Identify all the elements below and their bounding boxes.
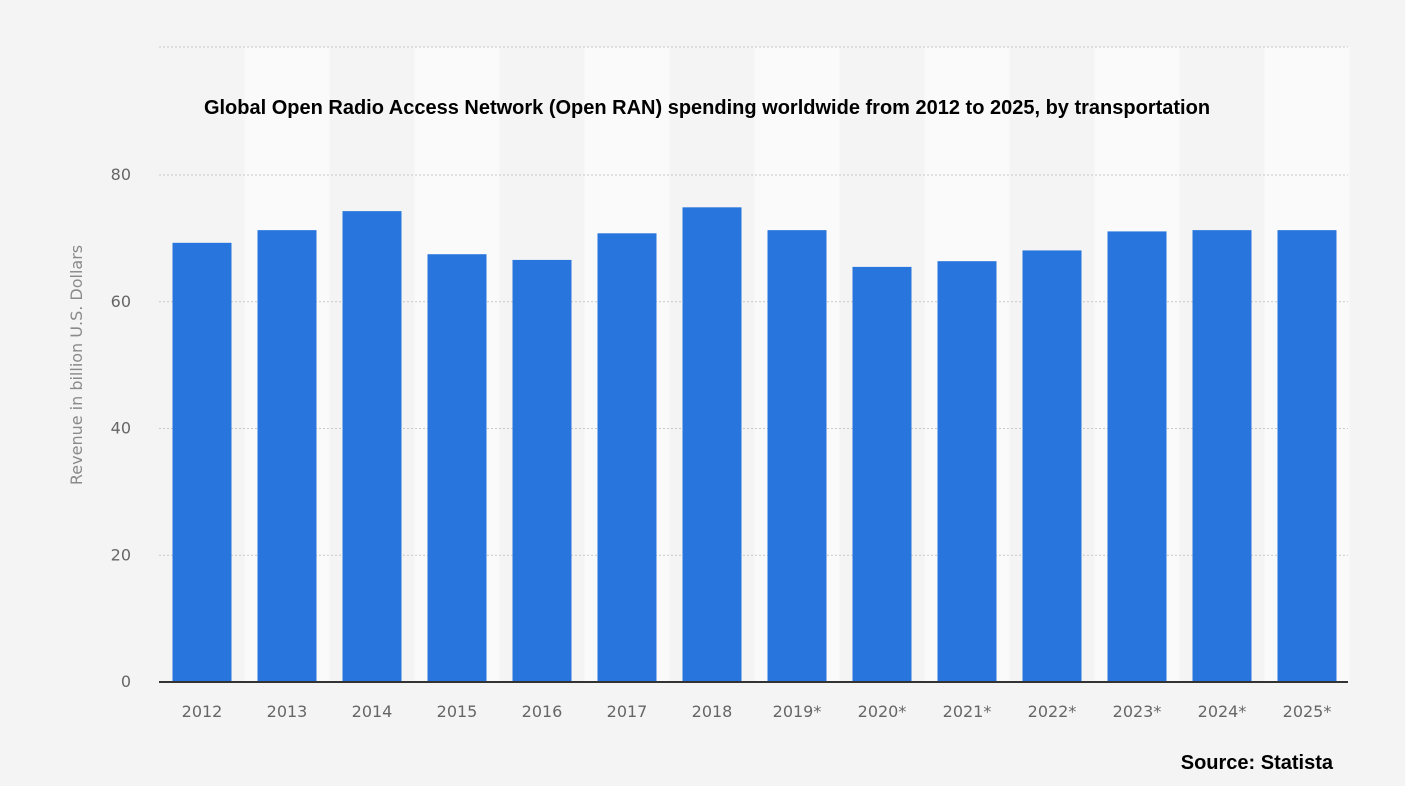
- x-tick-label: 2013: [267, 702, 308, 721]
- bar[interactable]: [342, 211, 402, 682]
- y-tick-label: 40: [111, 419, 131, 438]
- bar[interactable]: [512, 259, 572, 682]
- x-tick-label: 2025*: [1283, 702, 1332, 721]
- source-label: Source: Statista: [1181, 752, 1334, 774]
- bar[interactable]: [172, 242, 232, 682]
- y-tick-label: 20: [111, 545, 131, 564]
- y-axis-title: Revenue in billion U.S. Dollars: [67, 245, 86, 485]
- bar[interactable]: [1022, 250, 1082, 682]
- chart-title: Global Open Radio Access Network (Open R…: [204, 97, 1210, 119]
- bar[interactable]: [682, 207, 742, 683]
- x-tick-label: 2017: [607, 702, 648, 721]
- bar[interactable]: [427, 254, 487, 682]
- y-tick-labels: 0 20 40 60 80: [111, 165, 131, 691]
- x-tick-label: 2023*: [1113, 702, 1162, 721]
- x-tick-label: 2014: [352, 702, 393, 721]
- bar[interactable]: [257, 230, 317, 683]
- y-tick-label: 0: [121, 672, 131, 691]
- x-tick-label: 2016: [522, 702, 563, 721]
- x-tick-label: 2012: [182, 702, 223, 721]
- x-tick-label: 2022*: [1028, 702, 1077, 721]
- x-tick-labels: 2012 2013 2014 2015 2016 2017 2018 2019* 2020* 20…: [182, 702, 1332, 721]
- x-tick-label: 2019*: [773, 702, 822, 721]
- bar[interactable]: [597, 233, 657, 682]
- bar[interactable]: [767, 230, 827, 683]
- bars: [172, 207, 1337, 683]
- bar[interactable]: [937, 261, 997, 682]
- x-tick-label: 2021*: [943, 702, 992, 721]
- y-tick-label: 80: [111, 165, 131, 184]
- x-tick-label: 2024*: [1198, 702, 1247, 721]
- bar[interactable]: [1277, 230, 1337, 683]
- x-tick-label: 2018: [692, 702, 733, 721]
- bar[interactable]: [852, 266, 912, 682]
- x-tick-label: 2015: [437, 702, 478, 721]
- bar[interactable]: [1107, 231, 1167, 682]
- y-tick-label: 60: [111, 292, 131, 311]
- x-tick-label: 2020*: [858, 702, 907, 721]
- bar[interactable]: [1192, 230, 1252, 683]
